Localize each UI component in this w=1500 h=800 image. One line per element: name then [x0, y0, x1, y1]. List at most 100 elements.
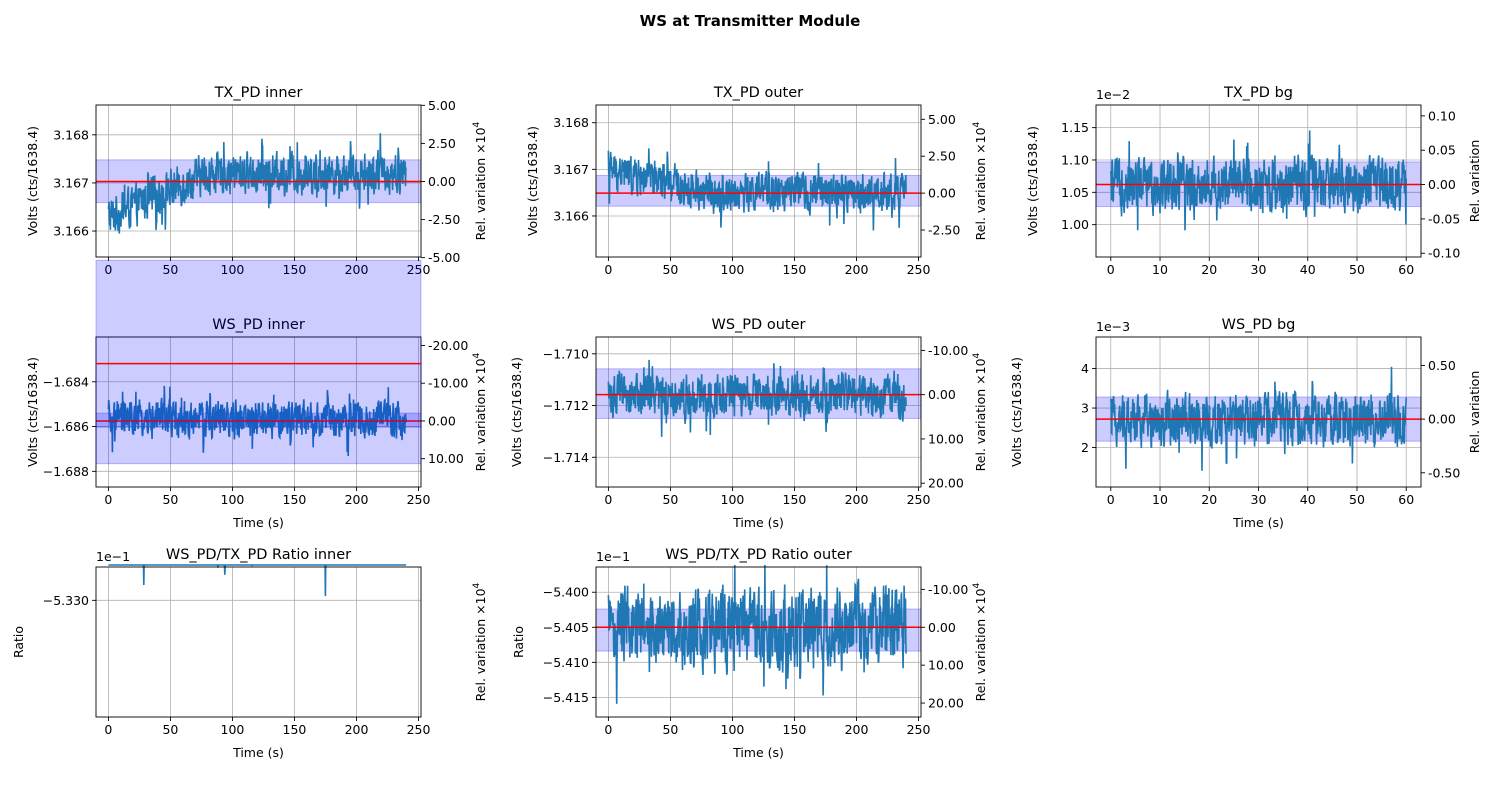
chart-panel-6: 0 10 20 30 40 50 60 2 3 4 0.50 0.00 -0.50 1e−3 WS_PD b…	[1009, 317, 1482, 530]
y-tick-label: −1.686	[43, 419, 89, 434]
chart-panel-5: 0 50 100 150 200 250 −1.714 −1.712 −1.710 -10.00 0…	[509, 317, 988, 530]
x-tick-label: 150	[283, 722, 307, 737]
y2-tick-label: 2.50	[928, 149, 956, 164]
std-band	[95, 259, 422, 465]
x-tick-label: 100	[221, 722, 245, 737]
y2-tick-label: 0.00	[928, 620, 956, 635]
chart-title: TX_PD inner	[214, 85, 303, 101]
y-tick-label: −1.684	[43, 374, 89, 389]
y2-tick-label: 10.00	[928, 658, 964, 673]
x-tick-label: 0	[1107, 262, 1115, 277]
x-tick-label: 250	[407, 492, 431, 507]
axis-offset-label: 1e−3	[1096, 319, 1130, 334]
x-tick-label: 40	[1300, 262, 1316, 277]
data-trace	[108, 564, 407, 597]
x-tick-label: 200	[345, 722, 369, 737]
x-tick-label: 0	[1107, 492, 1115, 507]
x-tick-label: 10	[1152, 492, 1168, 507]
x-tick-label: 60	[1398, 262, 1414, 277]
y2-tick-label: 10.00	[428, 451, 464, 466]
y-tick-label: 3.167	[53, 175, 89, 190]
chart-title: WS_PD bg	[1222, 317, 1296, 333]
x-tick-label: 10	[1152, 262, 1168, 277]
chart-panel-7: 0 50 100 150 200 250 −5.330 1e−1 WS_PD/TX_PD Rat…	[11, 259, 488, 760]
y-axis-label: Volts (cts/1638.4)	[25, 126, 40, 236]
y-tick-label: 3.167	[553, 162, 589, 177]
x-tick-label: 50	[1349, 492, 1365, 507]
y-tick-label: −1.688	[43, 464, 89, 479]
y2-axis-label: Rel. variation ×104	[472, 352, 488, 471]
y2-tick-label: 0.00	[928, 186, 956, 201]
data-trace	[1110, 130, 1407, 231]
y2-axis-label: Rel. variation ×104	[972, 121, 988, 240]
chart-panel-2: 0 50 100 150 200 250 3.166 3.167 3.168 5.00 2.50 0.…	[525, 85, 988, 277]
axes-frame	[595, 566, 922, 718]
x-tick-label: 250	[907, 722, 931, 737]
x-tick-label: 50	[662, 722, 678, 737]
axis-offset-label: 1e−1	[596, 549, 630, 564]
figure-title: WS at Transmitter Module	[639, 12, 861, 30]
y2-tick-label: -5.00	[428, 250, 460, 265]
y-axis-label: Volts (cts/1638.4)	[525, 126, 540, 236]
x-tick-label: 50	[162, 492, 178, 507]
y-axis-label: Volts (cts/1638.4)	[1025, 126, 1040, 236]
y-tick-label: 4	[1081, 361, 1089, 376]
x-axis-label: Time (s)	[232, 515, 284, 530]
x-tick-label: 60	[1398, 492, 1414, 507]
y-axis-label: Volts (cts/1638.4)	[25, 357, 40, 467]
axes-frame	[595, 336, 922, 488]
x-tick-label: 0	[104, 262, 112, 277]
x-axis-label: Time (s)	[232, 745, 284, 760]
y-axis-label: Ratio	[11, 626, 26, 658]
y2-tick-label: 20.00	[928, 476, 964, 491]
chart-title: WS_PD inner	[212, 317, 305, 333]
y-axis-label: Ratio	[511, 626, 526, 658]
axes-frame	[95, 104, 422, 258]
y-tick-label: −5.405	[543, 620, 589, 635]
axis-offset-label: 1e−1	[96, 549, 130, 564]
y-tick-label: 3	[1081, 401, 1089, 416]
y2-tick-label: -20.00	[428, 338, 468, 353]
axes-frame	[95, 336, 422, 488]
x-tick-label: 100	[721, 722, 745, 737]
x-tick-label: 100	[721, 262, 745, 277]
x-axis-label: Time (s)	[1232, 515, 1284, 530]
y-tick-label: 1.00	[1061, 217, 1089, 232]
x-tick-label: 50	[662, 492, 678, 507]
y2-tick-label: 0.05	[1428, 143, 1456, 158]
x-tick-label: 250	[907, 492, 931, 507]
x-axis-label: Time (s)	[732, 745, 784, 760]
y2-tick-label: 10.00	[928, 431, 964, 446]
y-tick-label: 3.166	[53, 224, 89, 239]
y2-tick-label: 5.00	[428, 98, 456, 113]
y2-tick-label: -10.00	[428, 376, 468, 391]
y-tick-label: 2	[1081, 440, 1089, 455]
x-tick-label: 250	[407, 722, 431, 737]
x-tick-label: 0	[104, 722, 112, 737]
y2-tick-label: 0.10	[1428, 108, 1456, 123]
data-trace	[607, 564, 907, 704]
x-tick-label: 150	[283, 492, 307, 507]
y2-axis-label: Rel. variation ×104	[472, 582, 488, 701]
data-trace	[607, 359, 907, 437]
x-tick-label: 200	[845, 722, 869, 737]
y-tick-label: 3.166	[553, 208, 589, 223]
chart-panel-3: 0 10 20 30 40 50 60 1.00 1.05 1.10 1.15 0.10 0.05 0.0…	[1025, 85, 1482, 277]
y2-axis-label: Rel. variation	[1467, 371, 1482, 454]
y2-tick-label: 0.00	[428, 413, 456, 428]
y2-tick-label: 0.00	[1428, 412, 1456, 427]
y2-axis-label: Rel. variation ×104	[972, 352, 988, 471]
x-tick-label: 150	[783, 262, 807, 277]
y-axis-label: Volts (cts/1638.4)	[509, 357, 524, 467]
x-tick-label: 200	[345, 492, 369, 507]
chart-panel-8: 0 50 100 150 200 250 −5.415 −5.410 −5.405 −5.400 -…	[511, 547, 988, 760]
y-tick-label: 1.05	[1061, 185, 1089, 200]
y-tick-label: −5.410	[543, 655, 589, 670]
data-trace	[107, 133, 407, 234]
y-tick-label: 3.168	[553, 115, 589, 130]
y2-tick-label: -2.50	[928, 223, 960, 238]
x-tick-label: 100	[221, 262, 245, 277]
y2-tick-label: 0.00	[428, 174, 456, 189]
x-tick-label: 150	[283, 262, 307, 277]
x-tick-label: 150	[783, 492, 807, 507]
